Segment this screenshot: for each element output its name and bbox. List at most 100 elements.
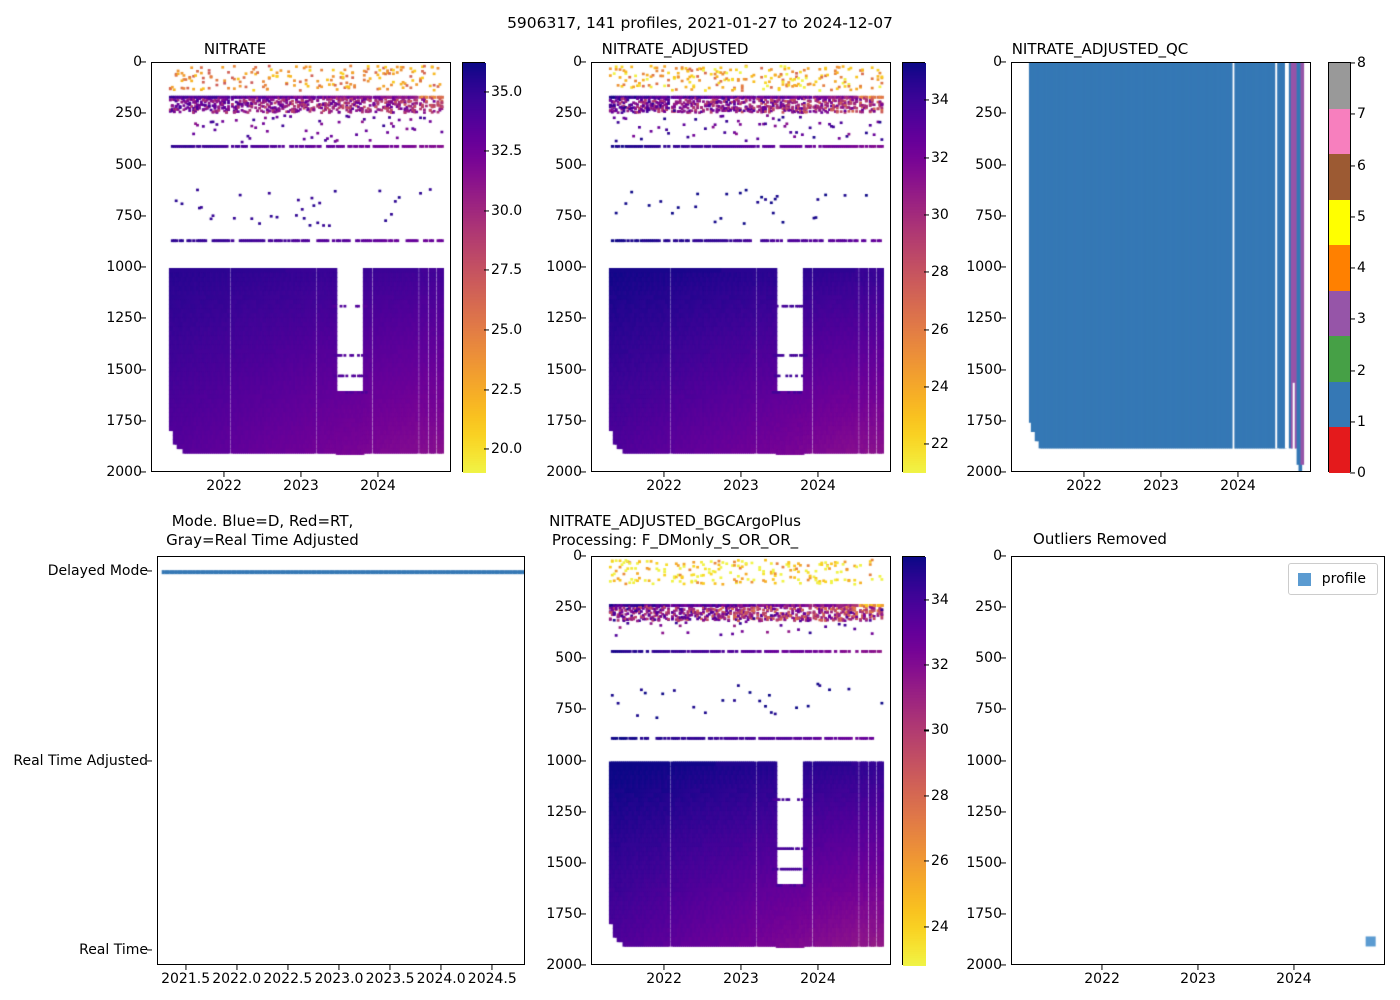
axes-nitrate-adjusted-qc[interactable] [1011,62,1311,472]
colorbar-tick-mark [484,210,489,212]
x-tick-mark [663,472,665,477]
mode-series-plot [158,557,524,964]
panel-nitrate-adjusted: NITRATE_ADJUSTED 0 250 500 750 1000 1250 1500 1… [440,40,948,502]
y-tick-label: 1750 [106,412,142,429]
x-tick-mark [663,965,665,970]
x-tick-mark [223,472,225,477]
y-tick-label: 0 [573,54,582,70]
y-tick-mark [581,317,586,319]
qc-colorbar-tick-label: 1 [1357,413,1366,430]
x-tick-label: 2023 [283,478,319,494]
colorbar-tick-mark [924,598,929,601]
colorbar-tick-label: 35.0 [491,83,523,100]
x-tick-label: 2024 [360,478,396,494]
panel-mode-title-line2: Gray=Real Time Adjusted [166,531,359,549]
colorbar-tick-mark [924,214,929,216]
qc-colorbar-tick-label: 0 [1357,465,1366,481]
colorbar-tick-label: 32 [931,149,949,166]
qc-colorbar-tick-mark [1350,216,1355,218]
x-tick-label: 2022.0 [212,971,262,987]
axis-x-outliers-removed: 2022 2023 2024 [1011,965,1385,995]
x-tick-label: 2022 [206,478,242,494]
y-tick-label: 750 [975,701,1002,718]
x-tick-label: 2021.5 [161,971,211,987]
y-tick-mark [141,215,146,217]
y-tick-mark [581,862,586,864]
y-tick-mark [141,112,146,114]
y-tick-mark [581,420,586,422]
y-tick-label: Real Time [79,941,148,958]
y-tick-label: 2000 [966,957,1002,973]
colorbar-tick-label: 28 [931,787,949,804]
colorbar-nitrate-adjusted[interactable]: 22 24 26 28 30 32 34 [902,62,949,473]
y-tick-label: 250 [555,599,582,616]
qc-colorbar-tick-label: 8 [1357,55,1366,71]
figure-suptitle: 5906317, 141 profiles, 2021-01-27 to 202… [507,14,893,32]
x-tick-label: 2024.0 [416,971,466,987]
panel-nitrate: NITRATE 0 250 500 750 1000 1250 1500 1750 2000 2… [0,40,522,500]
y-tick-label: 750 [975,207,1002,224]
colorbar-tick-mark [924,860,929,862]
colorbar-nitrate[interactable]: 20.0 22.5 25.0 27.5 30.0 32.5 35.0 [462,62,522,473]
qc-colorbar-tick-mark [1350,113,1355,115]
colorbar-tick-mark [924,329,929,331]
panel-mode: Mode. Blue=D, Red=RT, Gray=Real Time Adj… [0,512,525,992]
x-tick-mark [377,472,379,477]
y-tick-label: 250 [975,105,1002,122]
y-tick-mark [1001,657,1006,659]
colorbar-tick-label: 34 [931,591,949,608]
x-tick-mark [185,965,187,970]
legend-label-profile: profile [1321,571,1366,587]
y-tick-mark [147,570,152,572]
colorbar-tick-label: 22 [931,436,949,453]
y-tick-label: 1500 [546,361,582,378]
y-tick-label: 500 [555,156,582,173]
axes-bgcargoplus[interactable] [591,556,891,965]
y-tick-label: 1750 [546,412,582,429]
y-tick-mark [147,949,152,951]
x-tick-label: 2024 [800,478,836,494]
x-tick-mark [491,965,493,970]
axis-x-nitrate-adjusted: 2022 2023 2024 [591,472,891,502]
panel-nitrate-title: NITRATE [203,40,267,58]
colorbar-qc[interactable]: 0 1 2 3 4 5 6 7 8 [1328,55,1366,481]
qc-colorbar-tick-label: 6 [1357,157,1366,174]
qc-colorbar-segment-2 [1329,336,1350,382]
y-tick-mark [581,163,586,166]
axis-x-bgcargoplus: 2022 2023 2024 [591,965,891,995]
qc-colorbar-tick-mark [1350,164,1355,167]
panel-outliers-removed: Outliers Removed profile 0 250 500 750 1000 1… [880,512,1400,992]
x-tick-mark [817,965,819,970]
colorbar-tick-label: 24 [931,918,949,935]
y-tick-label: 500 [975,156,1002,173]
y-tick-mark [581,215,586,217]
y-tick-mark [147,759,152,762]
y-tick-label: 2000 [966,464,1002,480]
legend-outliers-removed[interactable]: profile [1287,563,1378,595]
y-tick-label: 500 [975,650,1002,667]
y-tick-mark [581,606,586,608]
y-tick-mark [1001,471,1006,473]
axes-outliers-removed[interactable]: profile [1011,556,1385,965]
colorbar-tick-label: 27.5 [491,262,523,279]
y-tick-label: 250 [115,105,142,122]
qc-colorbar-segment-0 [1329,427,1350,473]
colorbar-tick-label: 34 [931,92,949,109]
colorbar-tick-mark [924,795,929,797]
axes-mode[interactable] [157,556,525,965]
y-tick-mark [1001,420,1006,422]
x-tick-mark [1160,472,1162,477]
x-tick-label: 2023.0 [314,971,364,987]
axes-nitrate[interactable] [151,62,451,472]
y-tick-label: 1250 [966,310,1002,327]
qc-colorbar-segment-4 [1329,245,1350,291]
x-tick-label: 2024 [800,971,836,987]
y-tick-label: 1250 [966,803,1002,820]
y-tick-label: 1000 [106,259,142,275]
axes-nitrate-adjusted[interactable] [591,62,891,472]
y-tick-mark [1001,112,1006,114]
colorbar-bgcargoplus[interactable]: 24 26 28 30 32 34 [902,556,949,966]
x-tick-label: 2023 [723,478,759,494]
x-tick-label: 2024.5 [467,971,517,987]
qc-colorbar-segment-7 [1329,108,1350,155]
